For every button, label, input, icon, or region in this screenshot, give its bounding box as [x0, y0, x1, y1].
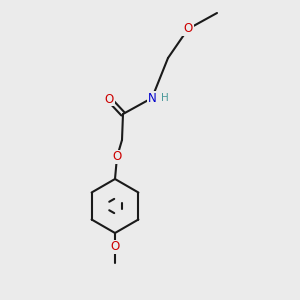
Text: H: H — [161, 93, 169, 103]
Text: O: O — [183, 22, 193, 35]
Text: O: O — [112, 151, 122, 164]
Text: N: N — [148, 92, 156, 104]
Text: O: O — [104, 92, 114, 106]
Text: O: O — [110, 241, 120, 254]
